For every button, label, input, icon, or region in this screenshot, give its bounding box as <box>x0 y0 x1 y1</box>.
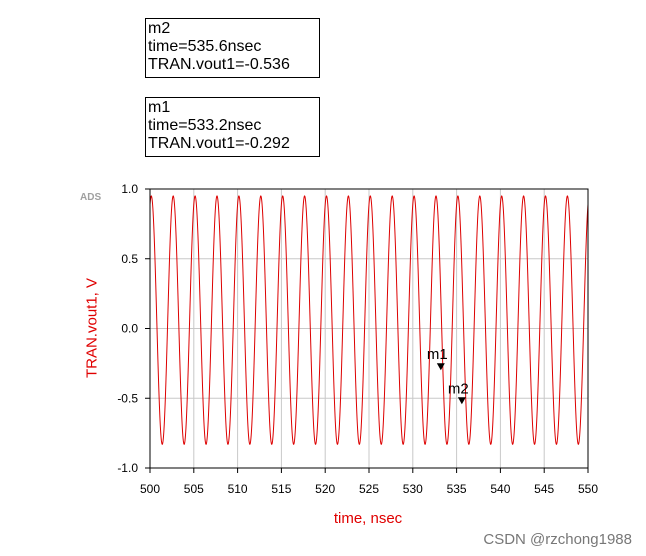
marker-time: time=535.6nsec <box>148 38 262 55</box>
y-tick-label: 0.0 <box>121 322 138 336</box>
marker-label-m1: m1 <box>427 346 448 363</box>
x-tick-label: 530 <box>403 482 423 496</box>
marker-value: TRAN.vout1=-0.292 <box>148 135 290 152</box>
y-tick-label: -0.5 <box>117 391 138 405</box>
marker-triangle-m2 <box>457 397 466 405</box>
marker-name: m1 <box>148 99 171 116</box>
x-tick-label: 520 <box>315 482 335 496</box>
marker-value: TRAN.vout1=-0.536 <box>148 56 290 73</box>
marker-label-m2: m2 <box>448 380 469 397</box>
marker-time: time=533.2nsec <box>148 117 262 134</box>
marker-triangle-m1 <box>436 363 445 371</box>
x-tick-label: 525 <box>359 482 379 496</box>
series-line-vout1 <box>149 195 589 446</box>
marker-readout-m1: m1 time=533.2nsec TRAN.vout1=-0.292 <box>145 97 320 157</box>
watermark: CSDN @rzchong1988 <box>483 531 632 548</box>
y-tick-label: -1.0 <box>117 461 138 475</box>
y-tick-label: 0.5 <box>121 252 138 266</box>
x-tick-label: 550 <box>578 482 598 496</box>
marker-readout-m2: m2 time=535.6nsec TRAN.vout1=-0.536 <box>145 18 320 78</box>
x-tick-label: 515 <box>271 482 291 496</box>
x-tick-label: 500 <box>140 482 160 496</box>
x-tick-label: 510 <box>228 482 248 496</box>
x-axis-title: time, nsec <box>333 510 403 527</box>
marker-name: m2 <box>148 20 171 37</box>
y-axis-title: TRAN.vout1, V <box>83 277 101 379</box>
ads-logo-label: ADS <box>80 192 102 203</box>
y-tick-label: 1.0 <box>121 182 138 196</box>
plot-frame <box>149 188 589 469</box>
x-tick-label: 505 <box>184 482 204 496</box>
x-tick-label: 535 <box>447 482 467 496</box>
x-tick-label: 540 <box>490 482 510 496</box>
x-tick-label: 545 <box>534 482 554 496</box>
